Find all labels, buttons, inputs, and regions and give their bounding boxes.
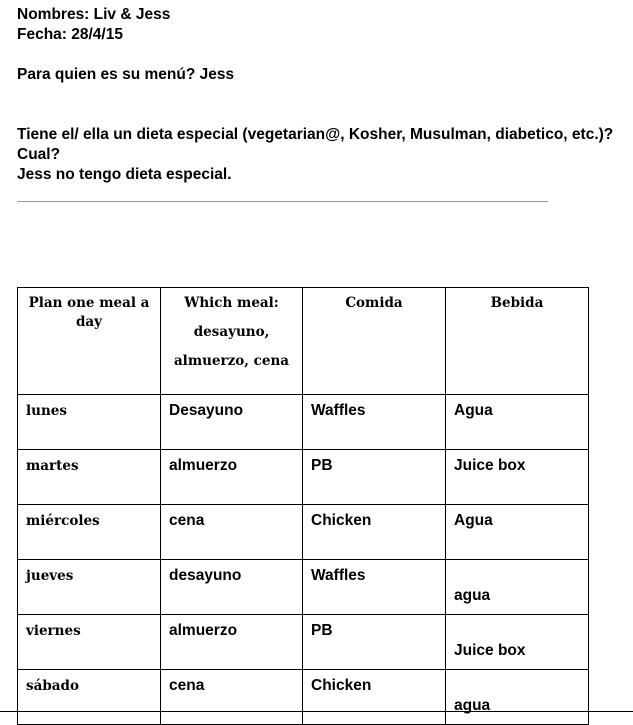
meal-cell: desayuno [169,567,242,584]
table-row: martes almuerzo PB Juice box [17,449,589,505]
day-cell: sábado [26,678,79,694]
drink-cell: Agua [454,402,493,419]
food-cell: Waffles [311,567,366,584]
meal-cell: cena [169,677,205,694]
meal-cell: Desayuno [169,402,244,419]
header-which-meal: Which meal: desayuno, almuerzo, cena [160,287,303,395]
meal-cell: almuerzo [169,457,238,474]
day-cell: viernes [26,623,81,639]
day-cell: martes [26,458,79,474]
diet-question-which: Cual? [17,146,61,163]
table-row: sábado cena Chicken agua [17,669,589,725]
date-line: Fecha: 28/4/15 [17,26,123,43]
drink-cell: Juice box [454,457,526,474]
meal-cell: almuerzo [169,622,238,639]
drink-cell: agua [454,587,491,604]
day-cell: miércoles [26,513,100,529]
meal-cell: cena [169,512,205,529]
header-comida: Comida [302,287,446,395]
day-cell: lunes [26,403,67,419]
drink-cell: Juice box [454,642,526,659]
food-cell: PB [311,457,333,474]
table-row: jueves desayuno Waffles agua [17,559,589,615]
food-cell: Waffles [311,402,366,419]
day-cell: jueves [26,568,74,584]
diet-answer: Jess no tengo dieta especial. [17,166,232,183]
table-row: viernes almuerzo PB Juice box [17,614,589,670]
drink-cell: Agua [454,512,493,529]
header-plan: Plan one meal a day [17,287,161,395]
diet-question: Tiene el/ ella un dieta especial (vegeta… [17,126,614,143]
drink-cell: agua [454,697,491,714]
menu-for-line: Para quien es su menú? Jess [17,66,235,83]
header-bebida: Bebida [445,287,589,395]
food-cell: Chicken [311,512,372,529]
table-row: miércoles cena Chicken Agua [17,504,589,560]
divider [17,201,548,202]
food-cell: Chicken [311,677,372,694]
table-row: lunes Desayuno Waffles Agua [17,394,589,450]
table-header-row: Plan one meal a day Which meal: desayuno,… [17,287,589,395]
food-cell: PB [311,622,333,639]
page-bottom-edge [0,711,633,712]
names-line: Nombres: Liv & Jess [17,6,171,23]
meal-plan-table: Plan one meal a day Which meal: desayuno,… [17,287,589,725]
